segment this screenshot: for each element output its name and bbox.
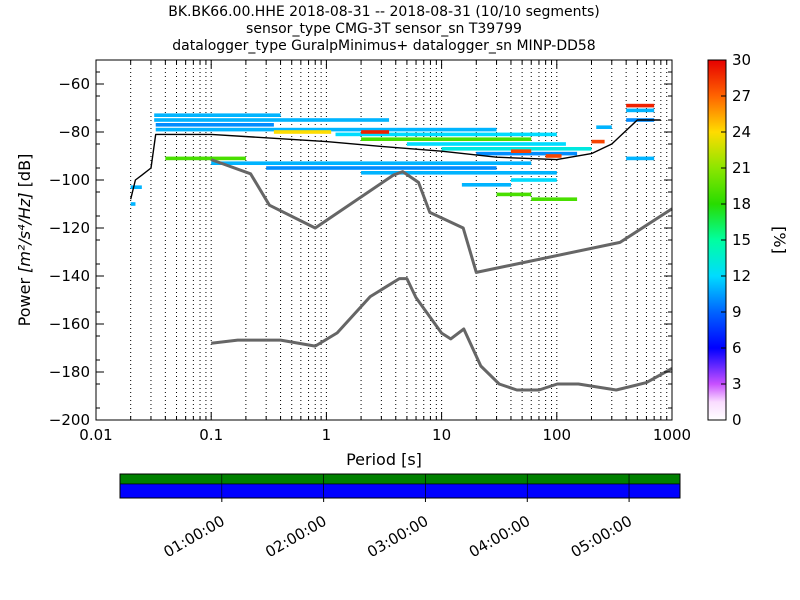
y-axis: −200 −180 −160 −140 −120 −100 −80 −60 [49, 71, 672, 429]
x-tick-label: 0.1 [199, 426, 223, 444]
colorbar: 0 3 6 9 12 15 18 21 24 27 30 [%] [707, 51, 789, 429]
density-cell [461, 183, 511, 187]
chart-title: BK.BK66.00.HHE 2018-08-31 -- 2018-08-31 … [168, 4, 600, 54]
density-cell [361, 137, 532, 141]
psd-segment [628, 473, 681, 485]
density-cell [165, 156, 246, 161]
x-axis-label: Period [s] [346, 450, 422, 469]
time-tick-label: 05:00:00 [568, 512, 635, 561]
density-cell [406, 142, 566, 146]
colorbar-tick-label: 9 [732, 303, 742, 321]
x-tick-label: 0.01 [79, 426, 112, 444]
density-cell [510, 178, 557, 182]
density-cell [211, 161, 532, 165]
colorbar-label: [%] [770, 226, 789, 254]
x-tick-label: 1 [322, 426, 332, 444]
colorbar-tick-label: 0 [732, 411, 742, 429]
y-tick-label: −100 [49, 171, 90, 189]
data-segment [119, 483, 223, 499]
data-segment [628, 483, 681, 499]
density-cell [130, 185, 142, 189]
y-tick-label: −80 [58, 123, 90, 141]
colorbar-tick-label: 15 [732, 231, 751, 249]
colorbar-tick-label: 30 [732, 51, 751, 69]
density-cell [626, 108, 655, 113]
y-tick-label: −200 [49, 411, 90, 429]
mode-line [130, 119, 661, 200]
time-tick-label: 04:00:00 [466, 512, 533, 561]
time-tick-label: 02:00:00 [262, 512, 329, 561]
y-tick-label: −140 [49, 267, 90, 285]
x-tick-label: 10 [432, 426, 451, 444]
colorbar-tick-label: 21 [732, 159, 751, 177]
x-tick-label: 1000 [653, 426, 691, 444]
density-cell [626, 156, 655, 161]
psd-density [130, 103, 655, 206]
density-cell [273, 130, 332, 134]
colorbar-tick-label: 3 [732, 375, 742, 393]
psd-segment [119, 473, 223, 485]
noise-model-high [210, 158, 673, 274]
density-cell [361, 130, 390, 134]
density-cell [154, 118, 390, 122]
y-tick-label: −180 [49, 363, 90, 381]
title-line: datalogger_type GuralpMinimus+ datalogge… [172, 38, 595, 54]
density-cell [155, 123, 274, 127]
density-cell [361, 171, 557, 175]
data-availability-bar: 01:00:00 02:00:00 03:00:00 04:00:00 05:00:00 [119, 473, 681, 561]
density-cell [496, 192, 532, 197]
title-line: sensor_type CMG-3T sensor_sn T39799 [246, 21, 522, 37]
availability-frame [119, 473, 681, 499]
data-segment [323, 483, 426, 499]
psd-segment [323, 473, 426, 485]
time-tick-label: 03:00:00 [364, 512, 431, 561]
psd-segment [221, 473, 324, 485]
data-segment [221, 483, 324, 499]
colorbar-tick-label: 27 [732, 87, 751, 105]
time-tick-label: 01:00:00 [160, 512, 227, 561]
density-cell [335, 132, 557, 137]
psd-segment [425, 473, 528, 485]
data-segment [526, 483, 630, 499]
density-cell [545, 154, 562, 158]
density-cell [155, 127, 497, 132]
y-tick-label: −160 [49, 315, 90, 333]
colorbar-tick-label: 18 [732, 195, 751, 213]
colorbar-tick-label: 24 [732, 123, 751, 141]
noise-model-low [211, 277, 673, 392]
density-cell [626, 103, 655, 108]
x-tick-label: 100 [542, 426, 571, 444]
density-cell [441, 147, 592, 151]
density-cell [531, 197, 578, 201]
density-cell [266, 166, 497, 170]
y-tick-label: −60 [58, 75, 90, 93]
colorbar-tick-label: 12 [732, 267, 751, 285]
density-cell [510, 149, 532, 153]
y-tick-label: −120 [49, 219, 90, 237]
x-axis: 0.01 0.1 1 10 100 1000 [79, 60, 691, 444]
colorbar-tick-label: 6 [732, 339, 742, 357]
density-cell [596, 125, 612, 129]
data-segment [425, 483, 528, 499]
density-cell [130, 202, 136, 206]
density-cell [476, 151, 578, 156]
density-cell [154, 113, 281, 117]
y-axis-label: Power [m²/s⁴/Hz] [dB] [15, 154, 34, 327]
psd-segment [526, 473, 630, 485]
title-line: BK.BK66.00.HHE 2018-08-31 -- 2018-08-31 … [168, 4, 600, 20]
density-cell [591, 139, 605, 144]
